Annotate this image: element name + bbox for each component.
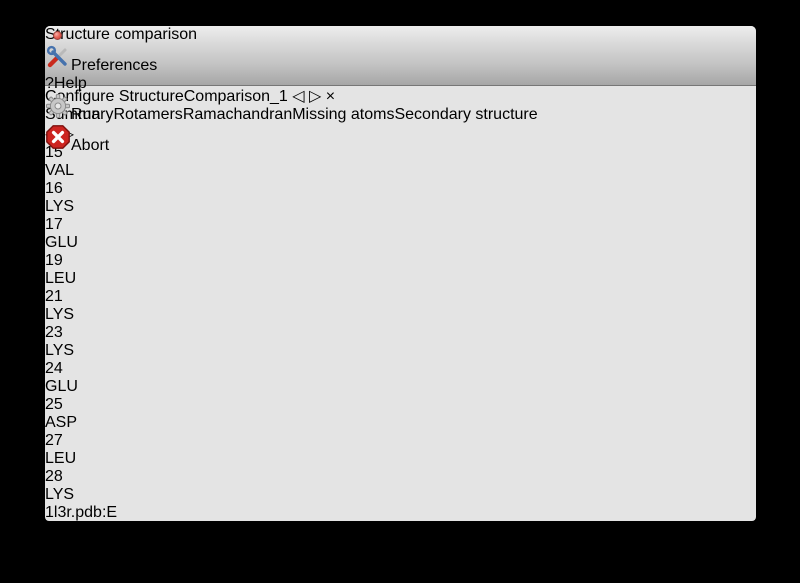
row-label: 1l3r.pdb:E bbox=[45, 504, 118, 521]
tab-missing-atoms[interactable]: Missing atoms bbox=[292, 106, 395, 123]
title-bar[interactable]: Structure comparison bbox=[45, 26, 756, 44]
column-header-16[interactable]: 16 LYS bbox=[45, 180, 75, 215]
column-header-28[interactable]: 28 LYS bbox=[45, 468, 75, 503]
gear-icon bbox=[45, 94, 71, 123]
abort-icon bbox=[45, 125, 71, 154]
abort-button[interactable]: Abort bbox=[45, 124, 756, 155]
preferences-button[interactable]: Preferences bbox=[45, 44, 756, 75]
config-next-arrow-icon[interactable]: ▷ bbox=[309, 88, 322, 105]
table-header: 15 VAL 16 LYS 17 GLU 19 LEU 21 LYS 23 LYS 24 GLU 25 ASP… bbox=[45, 144, 756, 504]
abort-label: Abort bbox=[71, 137, 110, 154]
config-close-icon[interactable]: × bbox=[325, 88, 336, 105]
tab-rotamers[interactable]: Rotamers bbox=[113, 106, 183, 123]
close-window-button[interactable] bbox=[53, 31, 62, 40]
column-header-23[interactable]: 23 LYS bbox=[45, 324, 75, 359]
help-button[interactable]: ?Help bbox=[45, 75, 756, 93]
preferences-label: Preferences bbox=[71, 57, 158, 74]
run-button[interactable]: Run bbox=[45, 93, 756, 124]
toolbar: Preferences ?Help Run Abort bbox=[45, 44, 756, 155]
column-header-27[interactable]: 27 LEU bbox=[45, 432, 77, 467]
traffic-lights bbox=[53, 31, 88, 40]
config-prev-arrow-icon[interactable]: ◁ bbox=[292, 88, 305, 105]
configure-nav: ◁ ▷ × bbox=[292, 88, 335, 105]
help-icon: ? bbox=[45, 75, 54, 92]
tab-ramachandran[interactable]: Ramachandran bbox=[182, 106, 293, 123]
window-chrome: Structure comparison Preferences ?Help Run… bbox=[45, 26, 756, 154]
table-row-1l3r-pdb-e: 1l3r.pdb:E---------mt---tttp---m-20mt--- bbox=[45, 504, 756, 521]
window-title: Structure comparison bbox=[45, 26, 198, 43]
rotamers-table: 15 VAL 16 LYS 17 GLU 19 LEU 21 LYS 23 LYS 24 GLU 25 ASP… bbox=[45, 144, 756, 521]
tab-secondary-structure[interactable]: Secondary structure bbox=[394, 106, 538, 123]
minimize-window-button[interactable] bbox=[66, 31, 75, 40]
app-window: Structure comparison Preferences ?Help Run… bbox=[45, 26, 756, 521]
column-header-25[interactable]: 25 ASP bbox=[45, 396, 78, 431]
column-header-24[interactable]: 24 GLU bbox=[45, 360, 78, 395]
table-body: 1l3r.pdb:E---------mt---tttp---m-20mt---… bbox=[45, 504, 756, 521]
column-header-19[interactable]: 19 LEU bbox=[45, 252, 77, 287]
run-label: Run bbox=[71, 106, 101, 123]
column-header-21[interactable]: 21 LYS bbox=[45, 288, 75, 323]
tools-icon bbox=[45, 45, 71, 74]
column-header-17[interactable]: 17 GLU bbox=[45, 216, 78, 251]
config-tab-structurecomparison-1[interactable]: StructureComparison_1 bbox=[118, 88, 288, 105]
zoom-window-button[interactable] bbox=[79, 31, 88, 40]
help-label: Help bbox=[53, 75, 87, 92]
